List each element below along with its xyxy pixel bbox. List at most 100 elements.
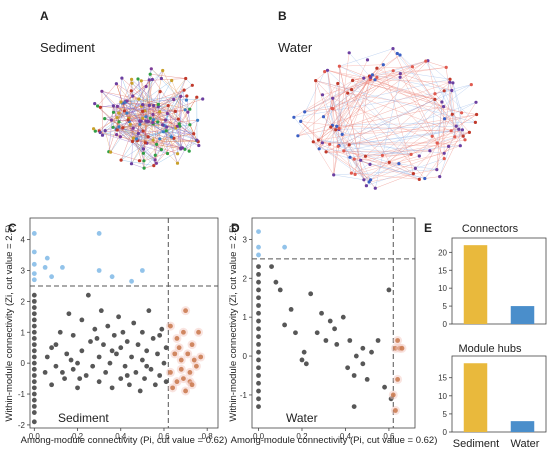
- water-network-node: [325, 68, 330, 72]
- water-network-edges: [293, 48, 477, 189]
- water-network-node: [397, 162, 401, 166]
- sediment-network-node: [129, 162, 134, 166]
- module-hub-point: [60, 265, 65, 270]
- water-network-node: [381, 63, 385, 67]
- sediment-network-node: [197, 143, 201, 148]
- sediment-network-node: [195, 95, 199, 99]
- peripheral-point: [256, 295, 261, 301]
- sediment-network-edge: [117, 106, 137, 140]
- water-network-edge: [318, 114, 477, 141]
- sediment-network-edge: [120, 98, 203, 103]
- connectors-bar-chart: 0 5 10 15 20: [438, 237, 547, 329]
- water-network-node: [461, 134, 465, 138]
- peripheral-point: [299, 357, 305, 363]
- connector-point: [393, 408, 398, 413]
- peripheral-point: [90, 363, 96, 369]
- sediment-network-node: [141, 151, 145, 155]
- module-hub-point: [282, 244, 287, 250]
- sediment-network-edge: [175, 127, 183, 148]
- water-network-edge: [398, 153, 445, 164]
- sediment-network-edge: [121, 102, 146, 143]
- module-hub-point: [256, 252, 261, 258]
- water-network-node: [349, 171, 353, 175]
- water-network-node: [359, 158, 363, 162]
- water-network-edge: [318, 68, 378, 149]
- peripheral-point: [42, 370, 48, 375]
- water-network-edge: [424, 146, 449, 179]
- water-network-node: [448, 77, 452, 81]
- water-network-node: [454, 124, 458, 128]
- sediment-network-node: [137, 97, 141, 101]
- water-network-edge: [338, 66, 340, 130]
- peripheral-point: [163, 379, 169, 385]
- connector-point: [390, 392, 396, 398]
- sediment-network-node: [183, 108, 187, 112]
- water-network-edge: [375, 173, 414, 189]
- connectors-y-tick-label: 20: [438, 248, 447, 257]
- panel-a-network: A Sediment: [40, 9, 205, 170]
- peripheral-point: [139, 329, 145, 335]
- peripheral-point: [256, 373, 261, 378]
- x-tick-label: 0.2: [296, 432, 308, 441]
- water-network-node: [316, 138, 320, 142]
- peripheral-point: [327, 318, 333, 324]
- peripheral-point: [303, 361, 309, 367]
- water-network-node: [450, 112, 454, 116]
- water-network-node: [424, 59, 428, 63]
- x-tick-label: 0.6: [383, 432, 395, 441]
- water-network-edge: [400, 73, 452, 91]
- water-network-node: [398, 72, 402, 76]
- panel-c-plot-frame: [29, 217, 219, 429]
- water-network-edge: [347, 92, 477, 115]
- y-tick-label: 2: [243, 274, 248, 283]
- water-network-edge: [444, 90, 476, 123]
- peripheral-point: [94, 336, 100, 341]
- water-network-edge: [329, 93, 348, 145]
- sediment-network-node: [136, 77, 140, 81]
- peripheral-point: [31, 311, 37, 317]
- panel-b-letter: B: [278, 9, 287, 23]
- panel-c-x-axis-label: Among-module connectivity (Pi, cut value…: [21, 435, 228, 446]
- water-network-node: [413, 166, 417, 170]
- water-network-node: [348, 155, 352, 159]
- water-network-edge: [313, 141, 334, 176]
- x-tick-label: 0.4: [340, 432, 352, 441]
- sediment-network-node: [192, 132, 196, 136]
- sediment-network-node: [144, 84, 148, 89]
- panel-e-bars: E Connectors 0 5 10 15 20 Module hubs 0 5 10 15…: [424, 221, 547, 450]
- module-hub-points: [256, 229, 287, 258]
- sediment-network-edge: [184, 141, 199, 150]
- water-network-node: [443, 117, 447, 121]
- sediment-network-edge: [156, 126, 181, 164]
- water-network-node: [337, 126, 341, 130]
- peripheral-point: [85, 292, 91, 298]
- water-network-node: [350, 88, 354, 92]
- sediment-network-edge: [167, 105, 175, 139]
- peripheral-point: [146, 308, 152, 314]
- peripheral-point: [277, 287, 283, 293]
- sediment-network-node: [139, 79, 143, 83]
- sediment-network-node: [115, 104, 119, 108]
- sediment-network-edge: [94, 103, 156, 161]
- water-network-node: [335, 124, 339, 128]
- peripheral-point: [256, 404, 261, 410]
- water-network-node: [409, 152, 413, 156]
- water-network-edge: [400, 73, 433, 137]
- water-network-edge: [342, 128, 459, 135]
- water-network-node: [368, 162, 372, 166]
- water-network-edge: [318, 139, 420, 180]
- peripheral-point: [131, 320, 137, 326]
- water-network-edge: [335, 129, 412, 155]
- sediment-network-node: [131, 126, 135, 130]
- peripheral-point: [323, 338, 329, 343]
- sediment-network-edge: [123, 80, 142, 104]
- water-network-edge: [437, 142, 461, 146]
- water-network-edge: [349, 102, 477, 146]
- water-network-edge: [318, 139, 445, 154]
- water-network-edge: [425, 60, 447, 68]
- water-network-graph: [292, 47, 479, 190]
- peripheral-point: [127, 382, 132, 388]
- water-network-edge: [363, 114, 453, 181]
- water-network-node: [398, 53, 402, 57]
- sediment-network-node: [153, 153, 157, 157]
